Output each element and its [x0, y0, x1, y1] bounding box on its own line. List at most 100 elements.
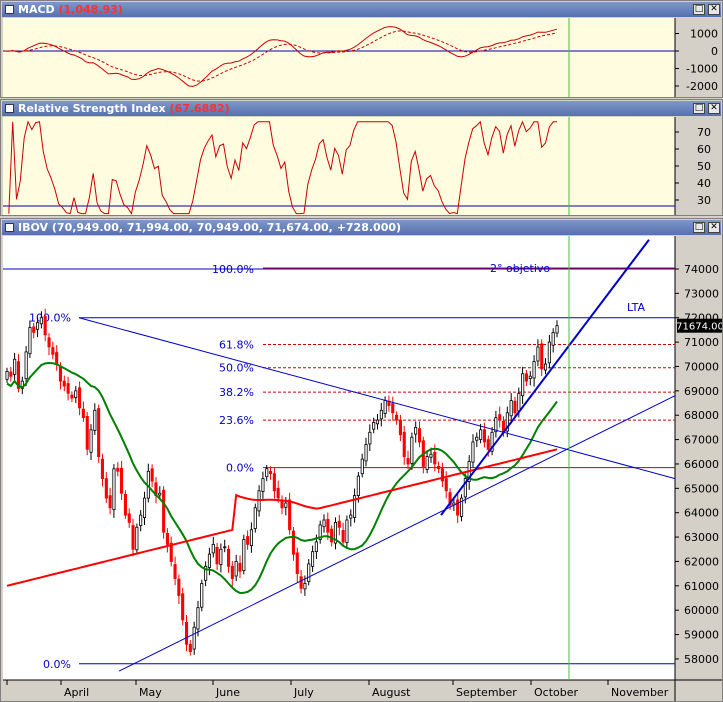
- pane-icon: [5, 223, 14, 232]
- candle-body: [425, 456, 429, 470]
- candle-body: [39, 317, 43, 325]
- candle-body: [471, 441, 475, 463]
- candle-body: [32, 326, 36, 333]
- fib-label: 61.8%: [219, 339, 254, 352]
- close-button[interactable]: ✕: [708, 4, 720, 15]
- candle-body: [352, 495, 357, 518]
- candle-body: [158, 492, 162, 496]
- candle-body: [131, 525, 135, 550]
- candle-body: [36, 322, 40, 330]
- candle-body: [555, 325, 559, 334]
- candle-body: [127, 513, 131, 523]
- candle-body: [265, 468, 269, 478]
- candle-body: [66, 383, 70, 394]
- close-button[interactable]: ✕: [708, 222, 720, 233]
- candle-body: [261, 478, 265, 492]
- candle-body: [28, 327, 32, 355]
- candle-body: [169, 542, 173, 562]
- lta-trendline: [440, 239, 650, 516]
- candle-body: [165, 532, 170, 545]
- rsi-tick-label: 40: [697, 177, 711, 190]
- candle-body: [62, 380, 66, 387]
- candle-body: [383, 400, 387, 414]
- downtrend-line: [78, 317, 676, 480]
- price-tick-label: 58000: [684, 653, 719, 666]
- candle-body: [288, 499, 292, 531]
- candle-body: [5, 370, 9, 380]
- price-tick-label: 68000: [684, 409, 719, 422]
- candle-body: [417, 428, 422, 443]
- candle-body: [55, 352, 59, 365]
- close-button[interactable]: ✕: [708, 103, 720, 114]
- fib-label: 0.0%: [226, 462, 254, 475]
- rsi-tick-label: 70: [697, 126, 711, 139]
- candle-body: [372, 422, 376, 430]
- candle-body: [272, 473, 276, 492]
- candle-body: [528, 375, 532, 379]
- candle-body: [326, 518, 330, 533]
- candle-body: [13, 358, 17, 375]
- month-label: June: [215, 686, 240, 699]
- candle-body: [246, 536, 250, 545]
- restore-button[interactable]: □: [693, 222, 705, 233]
- candle-body: [234, 560, 238, 577]
- candle-body: [200, 582, 204, 608]
- candle-body: [135, 526, 139, 551]
- candle-body: [307, 563, 311, 582]
- candle-body: [406, 458, 410, 465]
- candle-body: [349, 514, 353, 519]
- candle-body: [360, 458, 364, 475]
- price-tick-label: 70000: [684, 360, 719, 373]
- candle-body: [333, 521, 337, 544]
- candle-body: [368, 431, 372, 445]
- month-label: August: [372, 686, 411, 699]
- candle-body: [440, 468, 444, 482]
- annotation-second-target: 2° objetivo: [490, 262, 550, 275]
- macd-title: MACD (1,048.93): [18, 3, 123, 16]
- candle-body: [330, 528, 334, 543]
- candle-body: [120, 467, 124, 494]
- candle-body: [414, 426, 418, 435]
- candle-body: [391, 403, 395, 414]
- rsi-line: [8, 120, 557, 215]
- candle-body: [410, 436, 414, 464]
- price-tick-label: 65000: [684, 482, 719, 495]
- candle-body: [207, 553, 212, 568]
- candle-body: [547, 341, 551, 364]
- fib-label: 38.2%: [219, 386, 254, 399]
- macd-plot-area: [3, 18, 675, 97]
- candle-body: [188, 643, 192, 652]
- candle-body: [70, 394, 74, 399]
- candle-body: [375, 419, 379, 425]
- restore-button[interactable]: □: [693, 103, 705, 114]
- candle-body: [544, 363, 548, 371]
- price-tick-label: 61000: [684, 580, 719, 593]
- price-tick-label: 60000: [684, 604, 719, 617]
- candle-body: [112, 468, 116, 511]
- ibov-titlebar: IBOV (70,949.00, 71,994.00, 70,949.00, 7…: [2, 220, 721, 235]
- pane-icon: [5, 104, 14, 113]
- macd-signal-line: [4, 30, 558, 82]
- candle-body: [58, 366, 62, 382]
- candle-body: [47, 337, 51, 348]
- candle-body: [242, 539, 246, 572]
- candle-body: [276, 487, 280, 499]
- candle-body: [318, 524, 322, 540]
- candle-body: [142, 497, 147, 519]
- candle-body: [475, 436, 479, 441]
- candle-body: [181, 593, 185, 621]
- candle-body: [482, 429, 486, 443]
- candle-body: [16, 361, 20, 389]
- candle-body: [268, 470, 273, 475]
- candle-body: [459, 497, 464, 517]
- candle-body: [291, 530, 295, 555]
- rsi-title: Relative Strength Index (67.6882): [18, 102, 230, 115]
- rsi-chart: 70 60 50 40 30: [3, 117, 711, 215]
- restore-button[interactable]: □: [693, 4, 705, 15]
- candle-body: [379, 409, 383, 420]
- month-label: September: [456, 686, 517, 699]
- candle-body: [108, 495, 112, 509]
- candle-body: [341, 529, 345, 543]
- candle-body: [345, 519, 349, 543]
- rsi-plot-area: [3, 117, 675, 215]
